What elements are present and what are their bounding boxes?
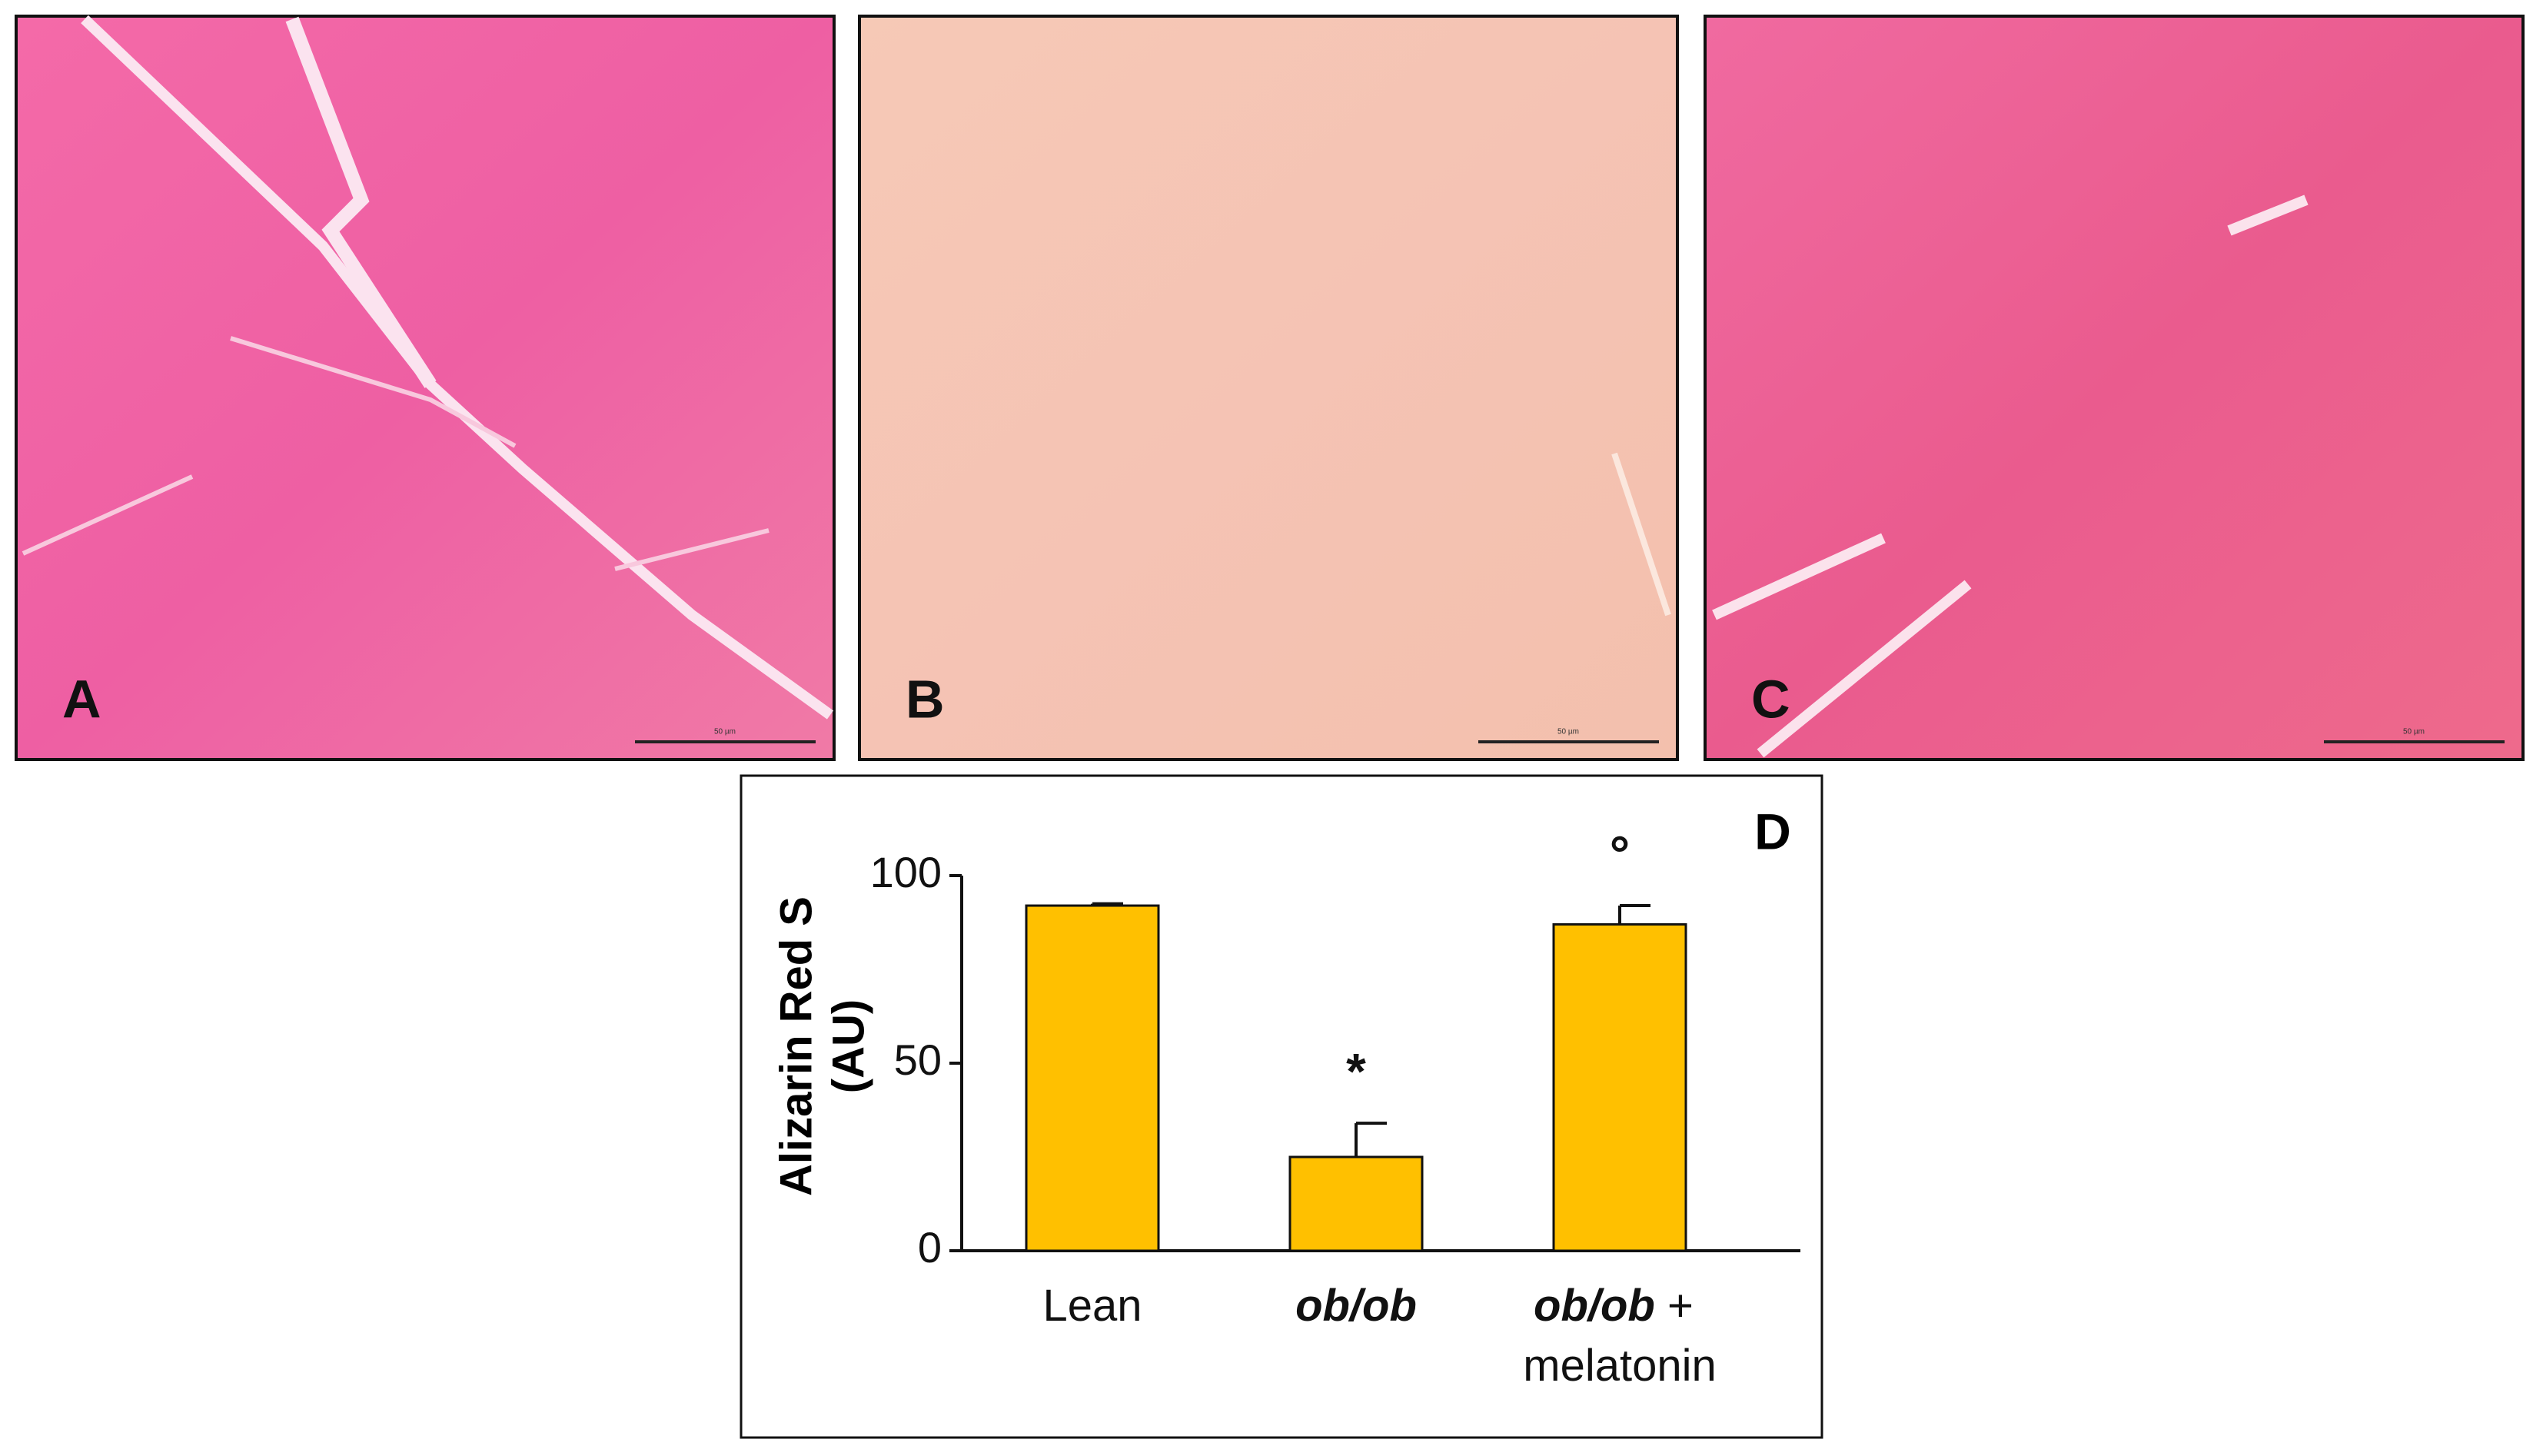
image-frame [858, 15, 1679, 761]
label-part: + [1667, 1281, 1706, 1331]
y-tick-label: 0 [918, 1223, 942, 1272]
y-axis-title: Alizarin Red S (AU) [771, 896, 873, 1196]
tissue-gap [1611, 452, 1671, 617]
significance-mark: * [1346, 1043, 1366, 1100]
tissue-gap [285, 16, 437, 388]
bar [1025, 904, 1160, 1252]
panel-label: D [1754, 803, 1791, 859]
label-part: melatonin [1523, 1341, 1716, 1391]
panel-label: A [62, 669, 101, 729]
micrograph-c [1704, 15, 2525, 761]
label-part: ob/ob [1534, 1281, 1667, 1331]
scale-bar-label: 50 µm [1557, 728, 1579, 736]
micrograph-a [15, 15, 836, 761]
scale-bar-label: 50 µm [2403, 728, 2425, 736]
tissue-gap [1712, 194, 2309, 758]
bar [1552, 922, 1687, 1252]
x-tick-label: ob/ob [1295, 1281, 1417, 1331]
micrograph-b [858, 15, 1679, 761]
label-part: ob/ob [1295, 1281, 1417, 1331]
significance-mark: ° [1610, 825, 1630, 882]
x-tick-label: ob/ob + melatonin [1523, 1281, 1716, 1391]
scale-bar-label: 50 µm [714, 728, 736, 736]
y-axis-title-line: (AU) [823, 999, 873, 1093]
tissue-gap [22, 336, 770, 571]
panel-label: B [906, 669, 945, 729]
y-axis-title-line: Alizarin Red S [771, 896, 821, 1196]
label-part: Lean [1042, 1281, 1142, 1331]
image-frame [1704, 15, 2525, 761]
bar [1288, 1155, 1424, 1252]
panel-label: C [1751, 669, 1790, 729]
y-tick-label: 50 [894, 1035, 942, 1084]
y-tick-label: 100 [870, 848, 942, 896]
x-tick-label: Lean [1042, 1281, 1142, 1331]
